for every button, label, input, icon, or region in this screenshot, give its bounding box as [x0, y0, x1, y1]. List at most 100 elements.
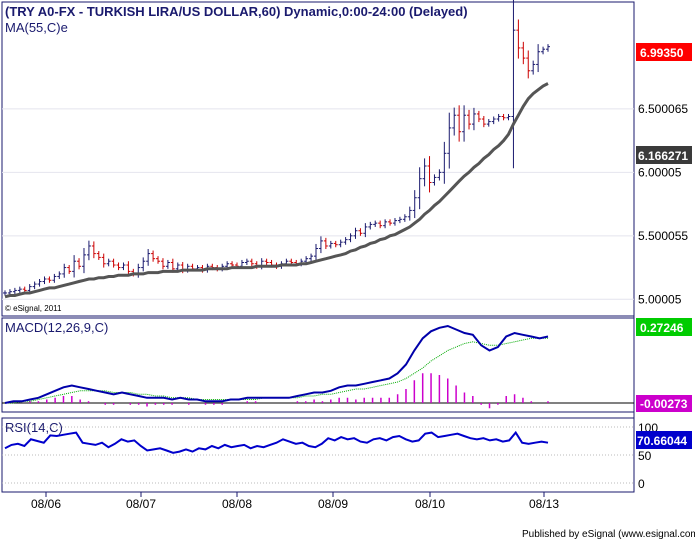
- macd-line: [4, 324, 549, 404]
- candle: [318, 236, 323, 254]
- x-axis: 08/06 08/07 08/08 08/09 08/10 08/13: [31, 492, 559, 511]
- x-tick-label: 08/09: [318, 497, 348, 511]
- candle: [531, 60, 536, 75]
- candle: [471, 107, 476, 131]
- candle: [383, 219, 388, 229]
- candle: [333, 240, 338, 248]
- candle: [506, 113, 511, 121]
- footer-bar: [0, 526, 695, 540]
- candle: [353, 227, 358, 239]
- candle: [546, 44, 550, 52]
- price-y-tick-label: 5.500055: [638, 229, 688, 243]
- rsi-y-tick-label: 50: [638, 449, 652, 463]
- ma-label: MA(55,C)e: [5, 20, 68, 35]
- ma-value-badge: 6.166271: [636, 146, 692, 164]
- candle: [32, 281, 37, 290]
- candle: [42, 276, 47, 285]
- published-label: Published by eSignal (www.esignal.com): [522, 529, 695, 540]
- candle: [501, 113, 506, 121]
- candle: [101, 253, 106, 268]
- candle: [476, 110, 481, 123]
- candle: [363, 223, 368, 238]
- candle: [151, 250, 156, 262]
- macd-panel-frame: [1, 317, 635, 413]
- macd-value-badge: 0.27246: [636, 318, 692, 336]
- candle: [412, 190, 417, 219]
- candle: [96, 251, 101, 260]
- candle: [402, 214, 407, 222]
- candle: [37, 278, 42, 287]
- macd-signal-line: [5, 337, 548, 404]
- price-panel-frame: [1, 1, 635, 317]
- candle: [516, 19, 521, 59]
- price-y-tick-label: 6.00005: [638, 165, 682, 179]
- candle: [338, 239, 343, 248]
- copyright-label: © eSignal, 2011: [5, 304, 62, 313]
- candle: [397, 216, 402, 224]
- candle: [392, 218, 397, 226]
- candle: [442, 141, 447, 184]
- candle: [328, 240, 333, 249]
- candle: [388, 219, 393, 226]
- chart-title: (TRY A0-FX - TURKISH LIRA/US DOLLAR,60) …: [5, 4, 468, 19]
- rsi-value-badge: 70.66044: [636, 431, 692, 449]
- macd-hist-value: -0.00273: [640, 397, 688, 411]
- candle: [536, 44, 541, 73]
- candle: [437, 169, 442, 181]
- rsi-line: [4, 430, 549, 454]
- candle: [249, 258, 254, 267]
- candle: [427, 156, 432, 193]
- candle: [146, 249, 151, 266]
- candle: [17, 286, 22, 293]
- candle: [47, 276, 52, 283]
- candle: [156, 256, 161, 264]
- candle: [91, 241, 96, 259]
- candle: [486, 119, 491, 127]
- candle: [447, 112, 452, 169]
- candle: [126, 261, 131, 276]
- last-price-badge: 6.99350: [636, 43, 692, 61]
- macd-last-value: 0.27246: [640, 321, 684, 335]
- x-tick-label: 08/07: [126, 497, 156, 511]
- candle: [521, 41, 526, 65]
- candle: [368, 221, 373, 230]
- price-y-axis: 5.00005 5.500055 6.00005 6.500065: [638, 102, 688, 306]
- x-tick-label: 08/08: [222, 497, 252, 511]
- price-gridlines: [2, 108, 634, 300]
- candle: [373, 220, 378, 227]
- candle: [422, 158, 427, 187]
- candle: [343, 237, 348, 245]
- price-y-tick-label: 5.00005: [638, 292, 682, 306]
- candle: [141, 257, 146, 272]
- candle: [541, 46, 546, 55]
- candle: [496, 113, 501, 122]
- candle: [52, 273, 57, 283]
- candle: [348, 233, 353, 243]
- candle: [491, 116, 496, 125]
- rsi-last-value: 70.66044: [637, 434, 687, 448]
- candle: [452, 107, 457, 136]
- x-tick-label: 08/06: [31, 497, 61, 511]
- candle: [62, 263, 67, 278]
- candle: [432, 174, 437, 186]
- candle: [67, 265, 72, 274]
- last-price-value: 6.99350: [640, 46, 684, 60]
- candle: [358, 228, 363, 236]
- candle: [111, 258, 116, 268]
- x-tick-label: 08/10: [415, 497, 445, 511]
- candle: [511, 0, 516, 169]
- candle: [467, 109, 472, 130]
- candle: [160, 258, 165, 270]
- candle: [313, 243, 318, 261]
- candle: [309, 253, 314, 262]
- candle: [12, 287, 17, 295]
- ma-line: [4, 82, 549, 299]
- rsi-y-tick-label: 0: [638, 477, 645, 491]
- candle: [457, 105, 462, 142]
- x-tick-label: 08/13: [529, 497, 559, 511]
- candle: [106, 258, 111, 267]
- candle: [378, 220, 383, 229]
- candle: [462, 105, 467, 142]
- candle: [121, 262, 126, 271]
